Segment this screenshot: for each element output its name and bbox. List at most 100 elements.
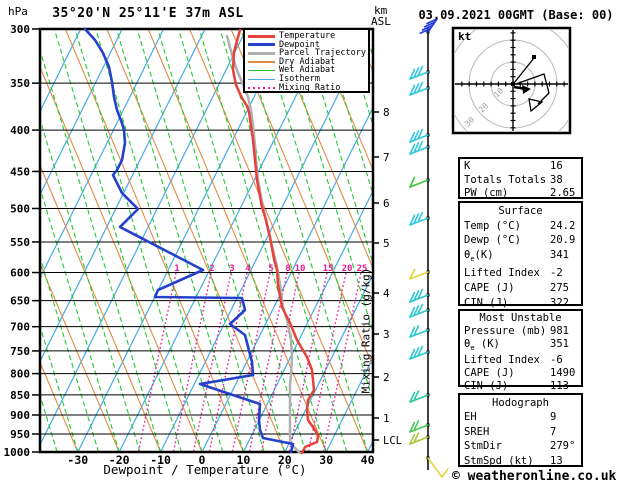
hodograph-unit-label: kt <box>458 30 472 43</box>
indices-box: K 16 Totals Totals 38 PW (cm) 2.65 <box>458 157 583 199</box>
legend-entry: Wet Adiabat <box>245 66 368 75</box>
pressure-tick-label: 850 <box>10 389 30 402</box>
pressure-tick-label: 950 <box>10 428 30 441</box>
isotherm-line <box>201 106 373 452</box>
wet-adiabat-line <box>343 29 373 128</box>
indices-row-label: θe(K) <box>464 248 494 263</box>
indices-row-label: CIN (J) <box>464 380 509 393</box>
dry-adiabat-line <box>189 29 369 452</box>
indices-row-value: 341 <box>550 248 569 261</box>
barb-feather <box>421 24 434 31</box>
dry-adiabat-line <box>106 29 286 452</box>
dry-adiabat-line <box>40 262 120 452</box>
indices-row: Dewp (°C) 20.9 <box>460 233 581 248</box>
indices-row-value: 13 <box>550 454 563 467</box>
barb-feather <box>413 305 420 317</box>
indices-row: K 16 <box>460 160 581 174</box>
barb-feather <box>413 67 420 79</box>
wet-adiabat-line <box>40 255 100 452</box>
legend-entry: Isotherm <box>245 75 368 84</box>
barb-feather <box>409 143 416 155</box>
wind-barb <box>409 140 429 155</box>
barb-feather <box>423 21 436 28</box>
wind-barb <box>409 390 429 403</box>
barb-feather <box>409 326 416 338</box>
dry-adiabat-line <box>40 360 79 452</box>
barb-staff <box>409 394 429 403</box>
temperature-tick-label: 30 <box>319 453 333 467</box>
barb-feather <box>413 83 420 95</box>
barb-feather <box>413 432 420 444</box>
legend-label: Mixing Ratio <box>279 82 341 93</box>
indices-row: EH 9 <box>460 410 581 424</box>
legend-entry: Mixing Ratio <box>245 84 368 93</box>
km-tick-label: 2 <box>383 371 390 384</box>
km-tick-label: 8 <box>383 106 390 119</box>
mixing-ratio-label: 8 <box>285 264 290 274</box>
indices-row-value: 20.9 <box>550 234 576 247</box>
wet-adiabat-line <box>40 186 120 452</box>
mixing-ratio-line <box>172 272 212 452</box>
wet-adiabat-line <box>40 48 162 452</box>
hodograph-open-arrowhead <box>528 98 544 113</box>
wind-barb <box>409 432 429 445</box>
barb-feather <box>426 18 438 25</box>
isotherm-line <box>284 272 373 452</box>
legend-swatch <box>248 51 275 55</box>
temperature-tick-label: 20 <box>278 453 292 467</box>
barb-feather <box>413 390 420 402</box>
temperature-tick-label: -30 <box>67 453 88 467</box>
mixing-ratio-line <box>137 272 177 452</box>
indices-row-value: 16 <box>550 160 563 172</box>
barb-feather <box>413 290 420 302</box>
indices-row-label: PW (cm) <box>464 187 509 199</box>
indices-row-label: Temp (°C) <box>464 219 521 232</box>
wet-adiabat-line <box>157 29 286 452</box>
indices-row-value: 981 <box>550 324 569 337</box>
wind-barb <box>409 288 429 303</box>
indices-row: CAPE (J) 1490 <box>460 367 581 380</box>
wet-adiabat-line <box>219 29 348 452</box>
barb-feather <box>409 214 416 226</box>
hodograph-trace-upper <box>513 57 535 84</box>
mixing-ratio-line <box>231 272 271 452</box>
mixing-ratio-axis-title: Mixing Ratio (g/kg) <box>359 267 373 394</box>
pressure-tick-label: 550 <box>10 236 30 249</box>
wet-adiabat-line <box>302 29 373 266</box>
isotherm-line <box>40 29 165 280</box>
barb-feather <box>417 65 424 77</box>
indices-row: StmSpd (kt) 13 <box>460 454 581 468</box>
barb-feather <box>409 421 416 433</box>
isotherm-line <box>40 29 82 113</box>
legend-entry: Temperature <box>245 32 368 41</box>
indices-row-label: StmDir <box>464 440 502 453</box>
mixing-ratio-label: 5 <box>268 264 273 274</box>
indices-row-label: SREH <box>464 425 490 438</box>
wind-barb <box>427 457 449 478</box>
barb-feather <box>409 68 416 80</box>
legend-entry: Dry Adiabat <box>245 58 368 67</box>
pressure-tick-label: 700 <box>10 321 30 334</box>
barb-feather <box>409 391 416 403</box>
barb-staff <box>409 329 429 338</box>
dry-adiabat-line <box>40 65 203 452</box>
dry-adiabat-line <box>271 29 373 270</box>
indices-row: CIN (J) 322 <box>460 296 581 311</box>
barb-feather <box>409 306 416 318</box>
barb-feather <box>417 288 424 300</box>
wind-barb <box>409 420 429 433</box>
wet-adiabat-line <box>281 29 373 335</box>
wet-adiabat-line <box>40 117 141 452</box>
km-tick-label: 4 <box>383 287 390 300</box>
barb-staff <box>409 179 429 188</box>
temperature-curve <box>231 28 320 455</box>
indices-row: Pressure (mb) 981 <box>460 325 581 338</box>
mixing-ratio-line <box>192 272 232 452</box>
station-title: 35°20'N 25°11'E 37m ASL <box>52 6 244 21</box>
mixing-ratio-label: 1 <box>174 264 179 274</box>
wind-barb <box>409 211 429 226</box>
wet-adiabat-line <box>260 29 373 403</box>
indices-row-value: 279° <box>550 440 576 453</box>
temperature-tick-label: 40 <box>361 453 375 467</box>
